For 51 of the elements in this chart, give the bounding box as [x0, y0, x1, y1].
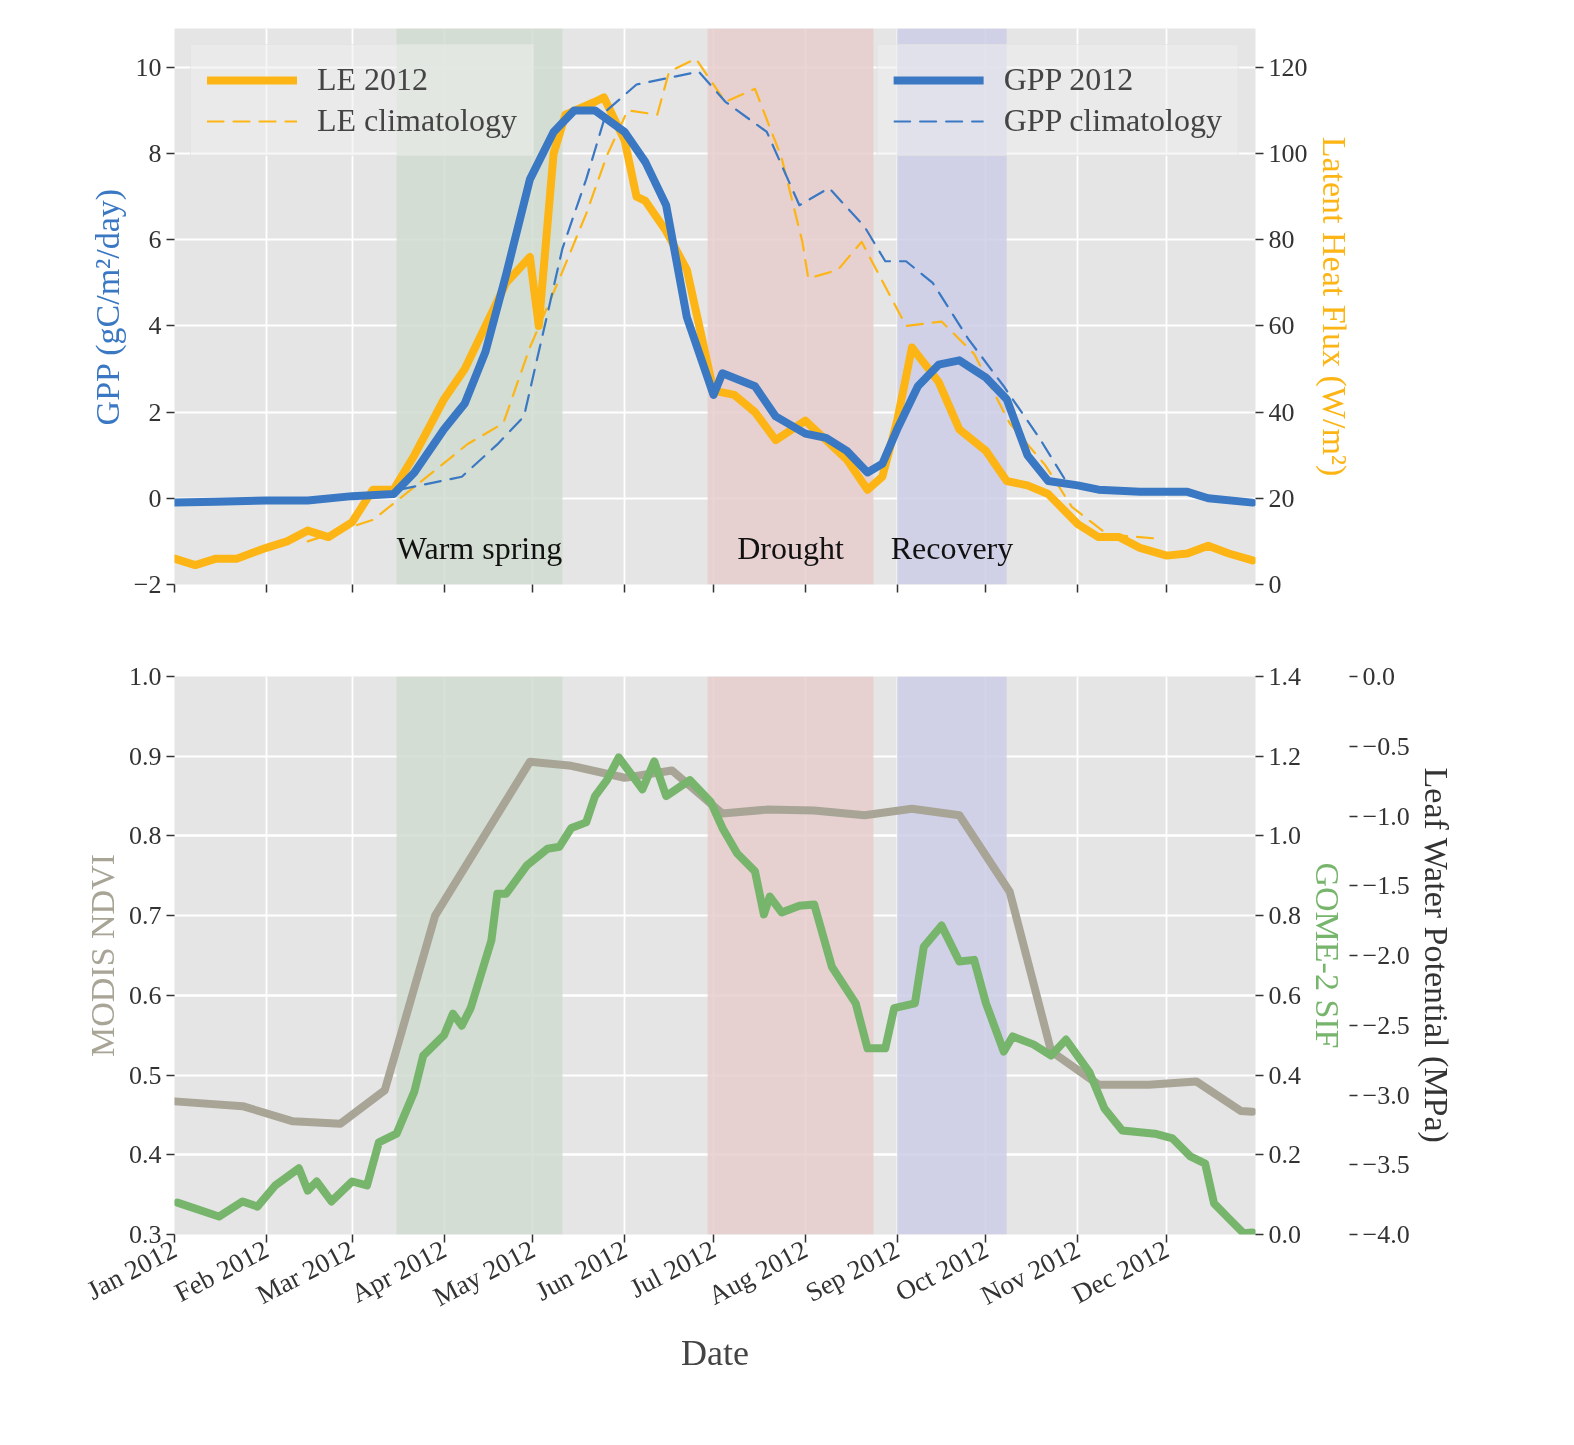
y3-tick-label: −1.0: [1362, 801, 1410, 831]
y2-tick-label: 60: [1268, 311, 1295, 341]
band-label: Recovery: [890, 530, 1014, 567]
y2-axis-title: GOME-2 SIF: [1309, 862, 1346, 1049]
y2-tick-label: 0.2: [1268, 1140, 1301, 1170]
y2-tick-label: 20: [1268, 483, 1295, 513]
y2-tick-label: 120: [1268, 52, 1308, 82]
legend-label: LE 2012: [317, 61, 429, 98]
legend-label: LE climatology: [317, 102, 517, 139]
y-tick-label: 0.6: [129, 980, 162, 1010]
y-tick-label: 0.5: [129, 1060, 162, 1090]
y-tick-label: −2: [133, 570, 162, 599]
y3-axis-title: Leaf Water Potential (MPa): [1416, 767, 1455, 1143]
y-tick-label: 0.8: [129, 821, 162, 851]
y-axis-title: MODIS NDVI: [84, 853, 121, 1058]
y-tick-label: 10: [135, 52, 162, 82]
y-axis-title: GPP (gC/m²/day): [88, 188, 127, 426]
y-tick-label: 2: [148, 397, 162, 427]
y3-tick-label: −2.5: [1362, 1010, 1410, 1040]
x-axis-title: Date: [681, 1333, 749, 1374]
y-tick-label: 4: [148, 311, 162, 341]
y3-tick-label: −2.0: [1362, 941, 1410, 970]
y2-tick-label: 0.0: [1268, 1220, 1301, 1249]
band-label: Warm spring: [396, 530, 563, 567]
y2-tick-label: 40: [1268, 397, 1295, 427]
y3-tick-label: −0.5: [1362, 731, 1410, 761]
y-tick-label: 0.9: [129, 741, 162, 771]
legend-label: GPP 2012: [1003, 61, 1134, 98]
y2-tick-label: 0: [1268, 570, 1282, 599]
y3-tick-label: −3.5: [1362, 1150, 1410, 1180]
y-tick-label: 6: [148, 225, 162, 255]
y2-tick-label: 100: [1268, 138, 1308, 168]
y2-tick-label: 0.8: [1268, 901, 1301, 931]
y3-tick-label: 0.0: [1362, 662, 1395, 691]
y2-axis-title: Latent Heat Flux (W/m²): [1314, 136, 1353, 477]
y3-tick-label: −1.5: [1362, 871, 1410, 901]
y3-tick-label: −3.0: [1362, 1080, 1410, 1110]
y-tick-label: 8: [148, 138, 162, 168]
y-tick-label: 0.4: [129, 1140, 162, 1170]
y2-tick-label: 1.0: [1268, 821, 1301, 851]
y-tick-label: 0.7: [129, 901, 162, 931]
legend-label: GPP climatology: [1003, 102, 1222, 139]
y2-tick-label: 80: [1268, 225, 1295, 255]
y2-tick-label: 0.6: [1268, 980, 1301, 1010]
y-tick-label: 1.0: [129, 662, 162, 691]
y3-tick-label: −4.0: [1362, 1220, 1410, 1249]
y-tick-label: 0: [148, 483, 162, 513]
y2-tick-label: 1.4: [1268, 662, 1301, 691]
y2-tick-label: 0.4: [1268, 1060, 1301, 1090]
band-label: Drought: [737, 530, 844, 567]
y2-tick-label: 1.2: [1268, 741, 1301, 771]
